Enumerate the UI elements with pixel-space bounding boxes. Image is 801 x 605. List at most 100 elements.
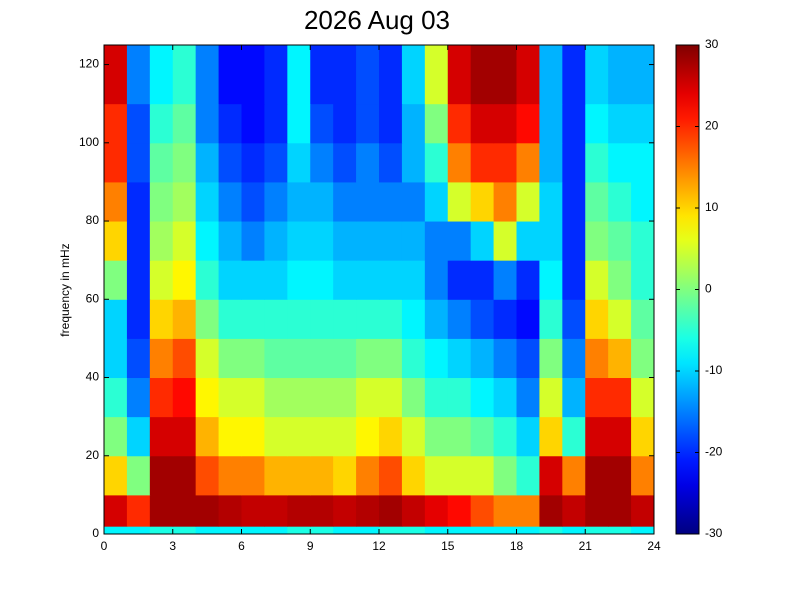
heatmap-cell	[470, 221, 495, 261]
heatmap-cell	[608, 181, 632, 222]
heatmap-cell	[379, 103, 403, 144]
heatmap-cell	[539, 494, 563, 527]
heatmap-cell	[470, 526, 495, 535]
y-tick-label: 20	[86, 448, 100, 462]
heatmap-cell	[356, 377, 380, 418]
heatmap-cell	[104, 526, 128, 535]
heatmap-cell	[356, 103, 380, 144]
heatmap-cell	[539, 416, 563, 457]
heatmap-cell	[333, 142, 357, 183]
heatmap-cell	[126, 455, 151, 496]
heatmap-cell	[264, 526, 288, 535]
heatmap-cell	[149, 455, 174, 496]
heatmap-cell	[424, 526, 449, 535]
heatmap-cell	[310, 103, 334, 144]
heatmap-cell	[447, 455, 472, 496]
heatmap-cell	[379, 221, 403, 261]
y-tick-label: 40	[86, 370, 100, 384]
heatmap-cell	[310, 181, 334, 222]
heatmap-cell	[401, 299, 426, 339]
heatmap-cell	[401, 181, 426, 222]
heatmap-cell	[104, 260, 128, 300]
heatmap-cell	[104, 455, 128, 496]
heatmap-cell	[539, 338, 563, 379]
heatmap-cell	[287, 299, 311, 339]
heatmap-cell	[562, 181, 586, 222]
heatmap-cell	[241, 526, 265, 535]
heatmap-cell	[333, 181, 357, 222]
heatmap-cell	[585, 338, 609, 379]
heatmap-cell	[195, 377, 220, 418]
heatmap-cell	[218, 494, 242, 527]
heatmap-cell	[608, 494, 632, 527]
heatmap-cell	[585, 377, 609, 418]
x-tick-label: 9	[307, 539, 314, 553]
heatmap-cell	[195, 181, 220, 222]
heatmap-cell	[493, 416, 517, 457]
heatmap-cell	[493, 526, 517, 535]
heatmap-cell	[172, 299, 197, 339]
heatmap-cell	[356, 526, 380, 535]
y-tick-label: 80	[86, 213, 100, 227]
heatmap-cell	[241, 299, 265, 339]
heatmap-cell	[172, 416, 197, 457]
heatmap-cell	[424, 494, 449, 527]
heatmap-cell	[356, 455, 380, 496]
heatmap-cell	[516, 260, 540, 300]
heatmap-cell	[126, 338, 151, 379]
heatmap-cell	[447, 142, 472, 183]
heatmap-cell	[172, 221, 197, 261]
heatmap-cell	[516, 526, 540, 535]
heatmap-cell	[608, 103, 632, 144]
heatmap-cell	[539, 181, 563, 222]
heatmap-cell	[126, 181, 151, 222]
heatmap-cell	[241, 494, 265, 527]
heatmap-cell	[218, 181, 242, 222]
heatmap-cell	[356, 416, 380, 457]
heatmap-cell	[104, 338, 128, 379]
heatmap-cell	[470, 377, 495, 418]
heatmap-cell	[126, 526, 151, 535]
colorbar-tick-label: -20	[705, 445, 723, 459]
heatmap-cell	[126, 377, 151, 418]
heatmap-cell	[149, 526, 174, 535]
heatmap-cell	[195, 103, 220, 144]
heatmap-cell	[287, 416, 311, 457]
heatmap-cell	[126, 494, 151, 527]
heatmap-cell	[104, 494, 128, 527]
heatmap-cell	[218, 221, 242, 261]
heatmap-cell	[310, 299, 334, 339]
heatmap-cell	[539, 103, 563, 144]
heatmap-cell	[126, 103, 151, 144]
heatmap-cell	[333, 416, 357, 457]
heatmap-cell	[356, 299, 380, 339]
heatmap-cell	[241, 377, 265, 418]
heatmap-cell	[608, 455, 632, 496]
heatmap-cell	[287, 45, 311, 105]
heatmap-cell	[241, 181, 265, 222]
heatmap-cell	[631, 142, 655, 183]
heatmap-cell	[379, 455, 403, 496]
heatmap-cell	[516, 45, 540, 105]
heatmap-cell	[585, 299, 609, 339]
heatmap-cell	[149, 181, 174, 222]
y-tick-label: 120	[79, 57, 99, 71]
colorbar-tick-label: 20	[705, 119, 719, 133]
heatmap-cell	[287, 526, 311, 535]
heatmap-cell	[195, 142, 220, 183]
heatmap-cell	[608, 299, 632, 339]
y-tick-label: 60	[86, 291, 100, 305]
heatmap-cell	[516, 338, 540, 379]
heatmap-cell	[493, 45, 517, 105]
heatmap-cell	[608, 45, 632, 105]
colorbar-tick-label: 30	[705, 37, 719, 51]
heatmap-cell	[149, 299, 174, 339]
heatmap-cell	[149, 221, 174, 261]
heatmap-cell	[424, 338, 449, 379]
heatmap-cell	[218, 45, 242, 105]
heatmap-cell	[104, 45, 128, 105]
heatmap-cell	[562, 45, 586, 105]
heatmap-cell	[424, 142, 449, 183]
heatmap-cell	[241, 103, 265, 144]
